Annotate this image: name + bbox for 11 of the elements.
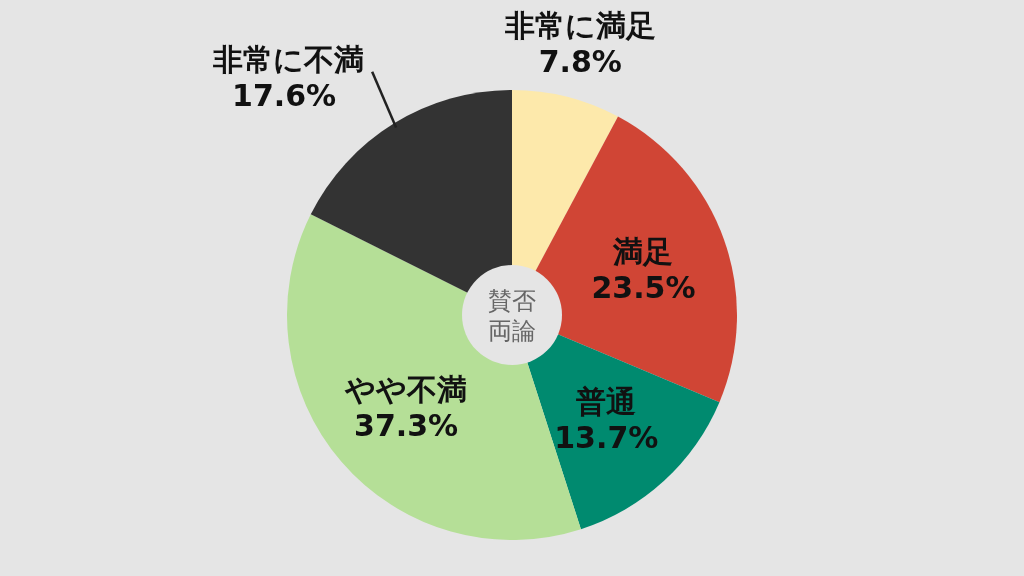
data-label: 7.8% — [538, 44, 622, 80]
data-label: 37.3% — [354, 407, 459, 443]
text: 賛否両論 — [488, 287, 536, 345]
data-label: 13.7% — [554, 419, 659, 455]
slice-label: 非常に不満 — [212, 41, 365, 77]
data-label: 23.5% — [591, 270, 696, 306]
slice-label: 非常に満足 — [503, 8, 656, 44]
slice-label: やや不満 — [344, 371, 468, 407]
slice-label: 満足 — [612, 234, 674, 270]
slice-label: 普通 — [576, 383, 637, 419]
data-label: 17.6% — [232, 77, 337, 113]
